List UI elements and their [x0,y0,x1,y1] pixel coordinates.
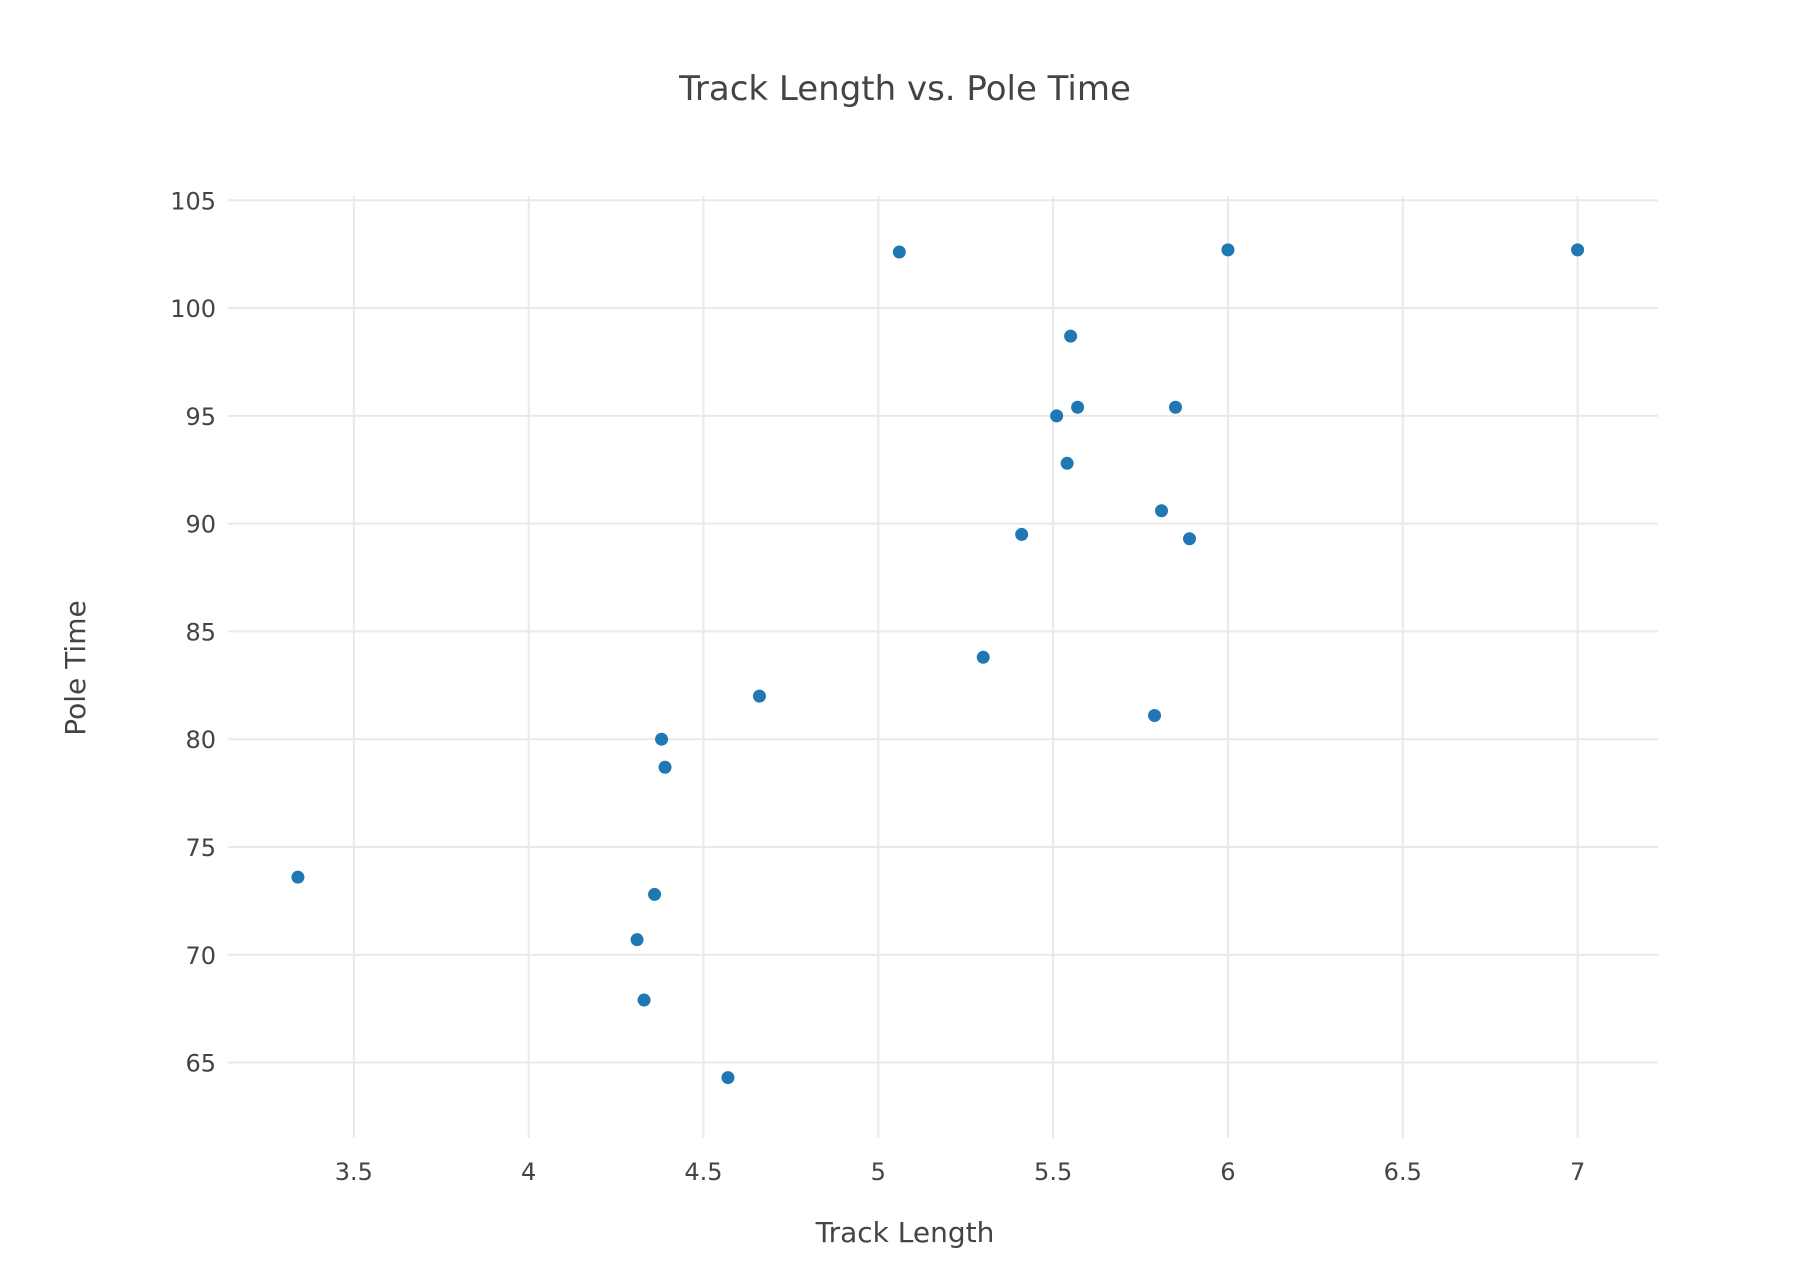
x-tick-label: 5 [871,1158,886,1186]
y-tick-label: 65 [185,1050,216,1078]
x-tick-label: 6.5 [1384,1158,1422,1186]
data-point [658,760,672,774]
y-tick-label: 80 [185,726,216,754]
x-axis-ticks: 3.5 4 4.5 5 5.5 6 6.5 7 [335,1158,1585,1186]
data-point [1571,243,1585,257]
data-point [655,732,669,746]
y-tick-label: 90 [185,511,216,539]
data-point [1050,409,1064,423]
data-points [291,243,1585,1085]
data-point [1148,709,1162,723]
x-gridlines [352,196,1579,1138]
data-point [1182,532,1196,546]
data-point [1064,329,1078,343]
y-tick-label: 105 [170,187,216,215]
x-tick-label: 3.5 [335,1158,373,1186]
data-point [637,993,651,1007]
chart-title: Track Length vs. Pole Time [678,69,1131,109]
data-point [291,870,305,884]
data-point [1015,527,1029,541]
data-point [752,689,766,703]
x-axis-title: Track Length [815,1216,995,1249]
data-point [1155,504,1169,518]
data-point [976,650,990,664]
x-tick-label: 4 [521,1158,536,1186]
y-gridlines [228,199,1658,1064]
x-tick-label: 4.5 [684,1158,722,1186]
y-tick-label: 100 [170,295,216,323]
x-tick-label: 5.5 [1034,1158,1072,1186]
y-tick-label: 95 [185,403,216,431]
data-point [648,887,662,901]
y-tick-label: 75 [185,834,216,862]
y-tick-label: 85 [185,618,216,646]
data-point [1060,456,1074,470]
x-tick-label: 7 [1570,1158,1585,1186]
y-axis-title: Pole Time [59,600,92,735]
y-axis-ticks: 65 70 75 80 85 90 95 100 105 [170,187,216,1077]
data-point [1071,400,1085,414]
y-tick-label: 70 [185,942,216,970]
data-point [721,1071,735,1085]
data-point [1221,243,1235,257]
data-point [1169,400,1183,414]
x-tick-label: 6 [1220,1158,1235,1186]
data-point [892,245,906,259]
data-point [630,933,644,947]
